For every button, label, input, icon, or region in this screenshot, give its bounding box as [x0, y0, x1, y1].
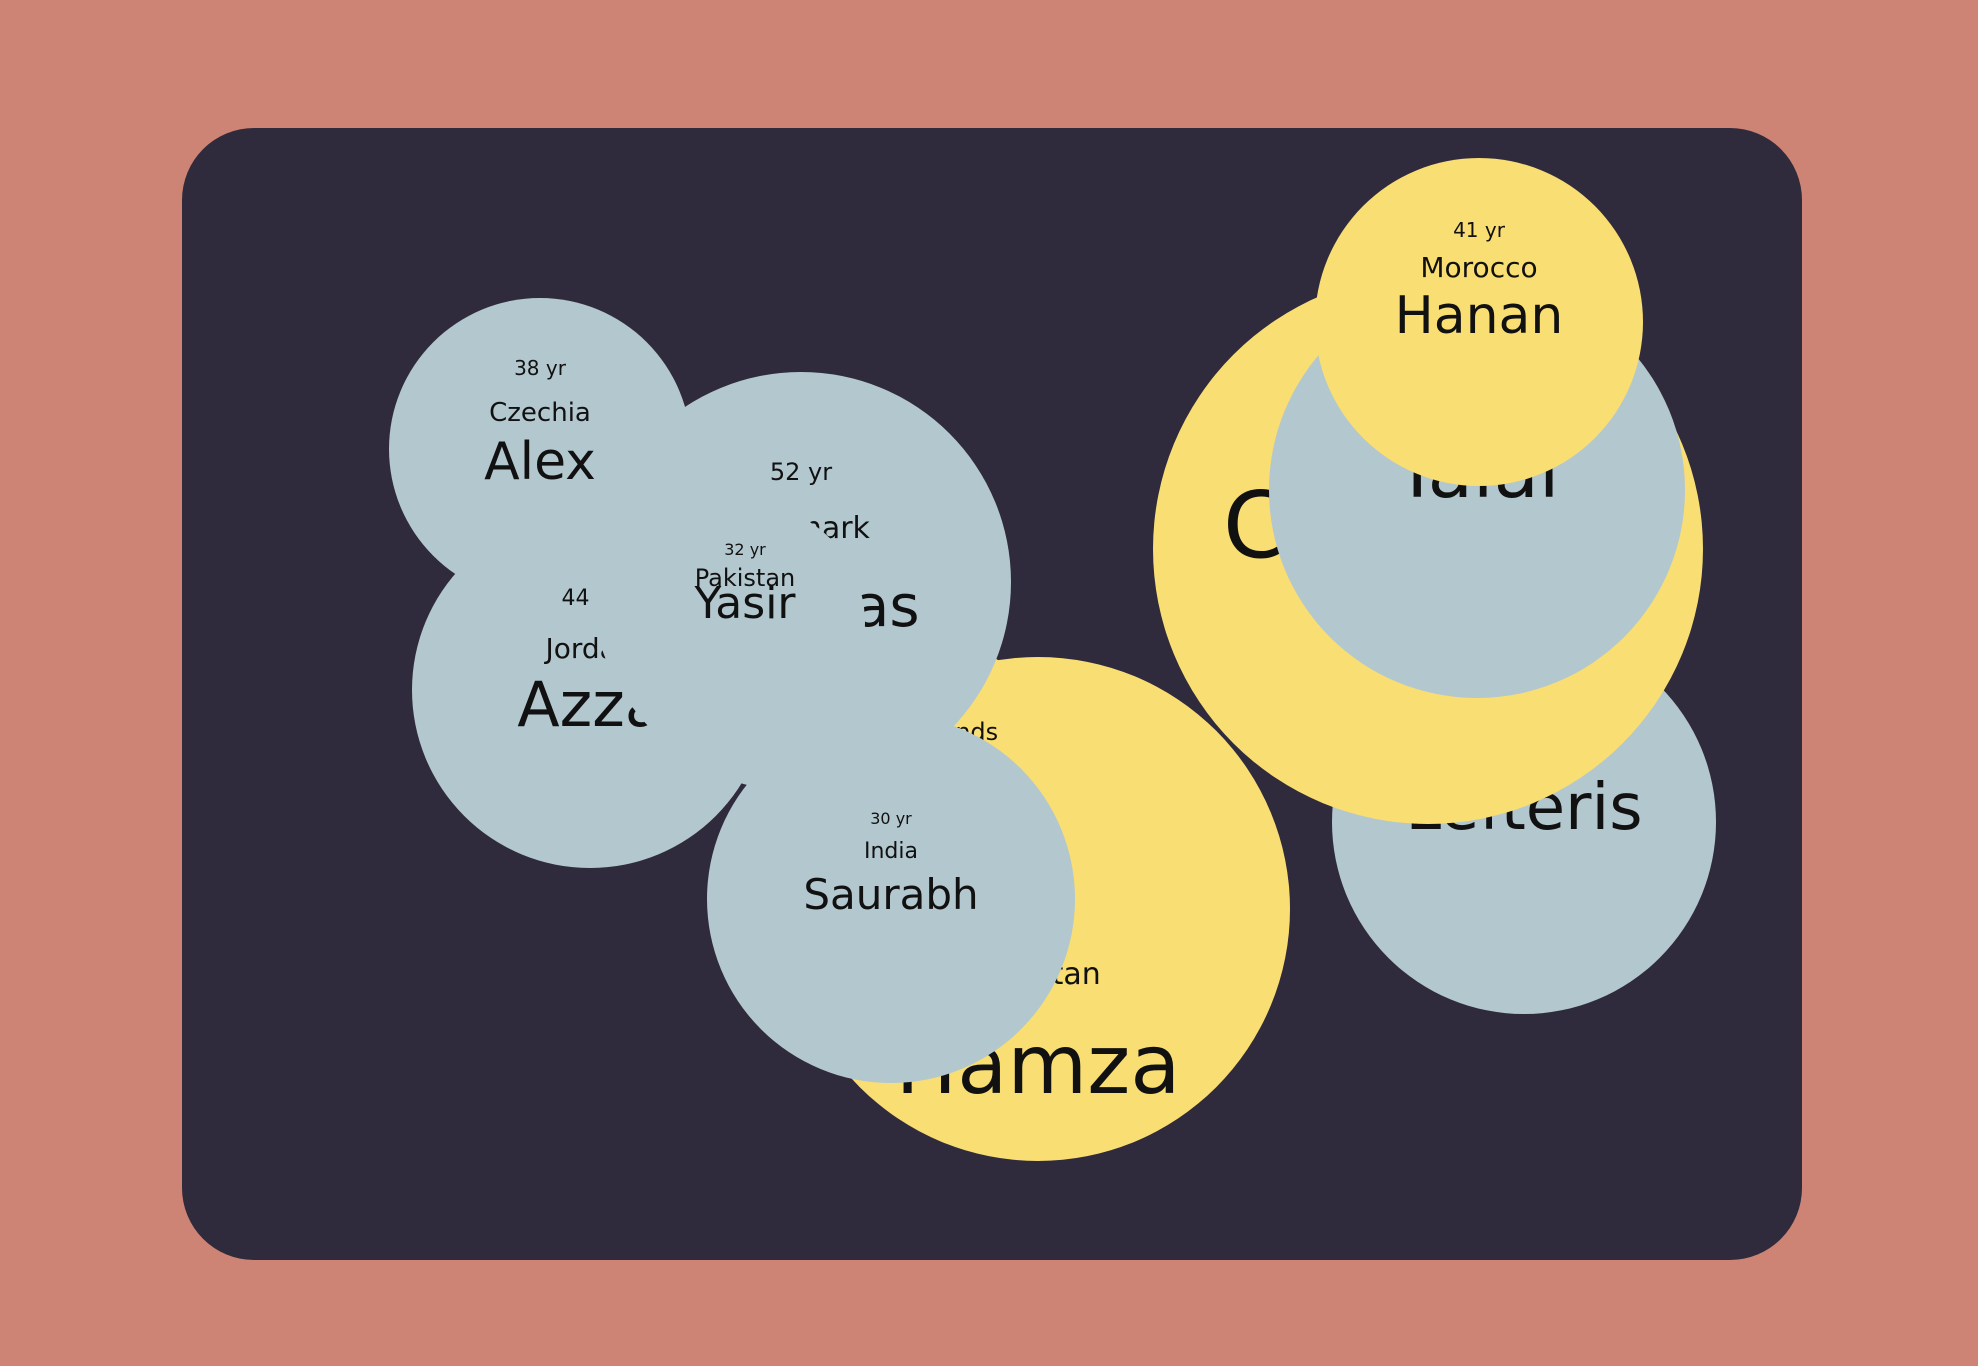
person-name: Hanan [1394, 286, 1564, 346]
person-bubble-yasir[interactable]: 32 yr Pakistan Yasir [625, 503, 865, 743]
bubble-chart-panel: 62 yr Pakistan Hamza Netherlands Joris 3… [182, 128, 1802, 1260]
person-name: Alex [484, 432, 596, 492]
person-bubble-saurabh[interactable]: 30 yr India Saurabh [707, 715, 1075, 1083]
person-age: 32 yr [724, 540, 766, 559]
person-name: Yasir [694, 578, 796, 629]
person-country: Pakistan [694, 564, 796, 592]
person-age: 30 yr [870, 809, 912, 828]
person-name: Saurabh [803, 870, 979, 919]
person-bubble-hanan[interactable]: 41 yr Morocco Hanan [1315, 158, 1643, 486]
person-country: India [864, 839, 918, 864]
person-age: 41 yr [1453, 218, 1505, 242]
person-country: Morocco [1420, 251, 1538, 284]
person-country: Czechia [489, 398, 591, 428]
person-age: 52 yr [769, 458, 833, 486]
person-age: 38 yr [514, 356, 566, 380]
